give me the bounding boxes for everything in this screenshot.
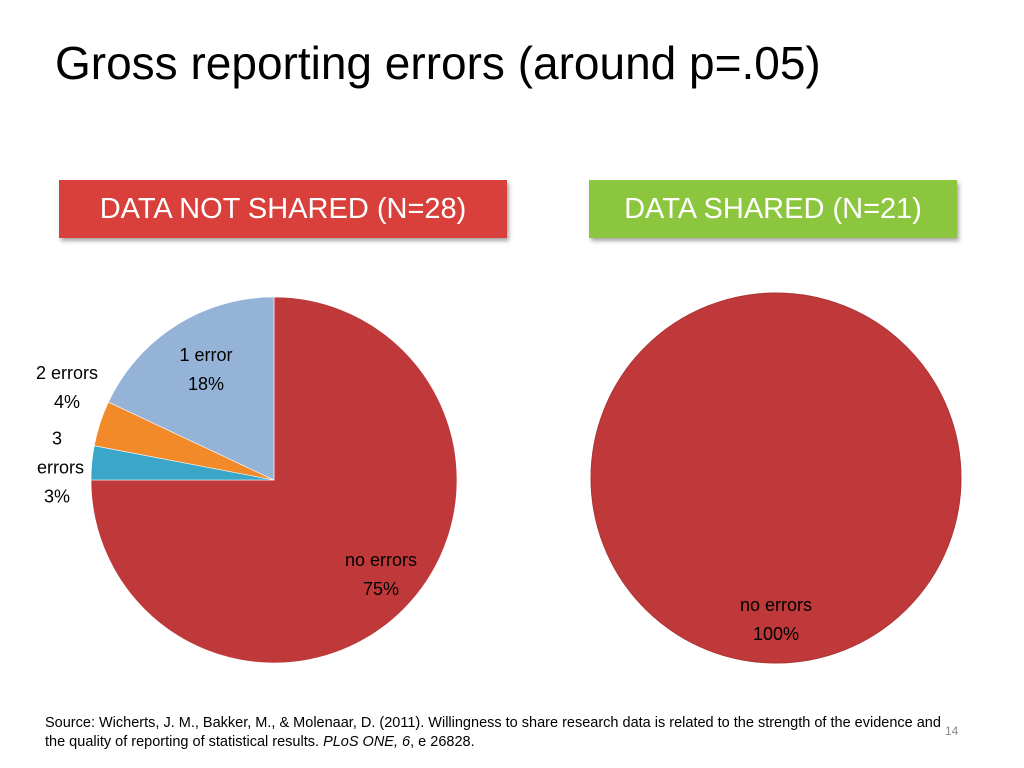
data-label: 3 errors 3% bbox=[37, 425, 85, 512]
source: Source: Wicherts, J. M., Bakker, M., & M… bbox=[45, 714, 950, 752]
slide-title: Gross reporting errors (around p=.05) bbox=[55, 37, 821, 89]
source-journal: PLoS ONE, 6 bbox=[323, 734, 411, 750]
label-value: 18% bbox=[187, 374, 225, 394]
label-value: 100% bbox=[752, 624, 800, 644]
pie-slice bbox=[90, 296, 458, 664]
pie-slice bbox=[108, 296, 275, 481]
data-label: 1 error 18% bbox=[161, 341, 251, 399]
label-value: 75% bbox=[362, 579, 400, 599]
label-category: no errors bbox=[344, 550, 418, 570]
label-category: 3 errors bbox=[37, 428, 85, 478]
data-label: no errors 100% bbox=[721, 591, 831, 649]
label-value: 4% bbox=[53, 392, 80, 412]
label-value: 3% bbox=[43, 486, 70, 507]
chart-header: DATA NOT SHARED (N=28) bbox=[59, 180, 507, 238]
label-category: 2 errors bbox=[35, 363, 98, 383]
page-number: 14 bbox=[945, 724, 959, 738]
pie-slice bbox=[590, 292, 962, 664]
data-label: 2 errors 4% bbox=[22, 359, 112, 417]
source-text: , e 26828. bbox=[410, 734, 475, 750]
chart-header: DATA SHARED (N=21) bbox=[589, 180, 957, 238]
label-category: no errors bbox=[739, 595, 813, 615]
label-category: 1 error bbox=[179, 345, 233, 365]
source-text: Source: Wicherts, J. M., Bakker, M., & M… bbox=[45, 715, 941, 750]
data-label: no errors 75% bbox=[326, 546, 436, 604]
